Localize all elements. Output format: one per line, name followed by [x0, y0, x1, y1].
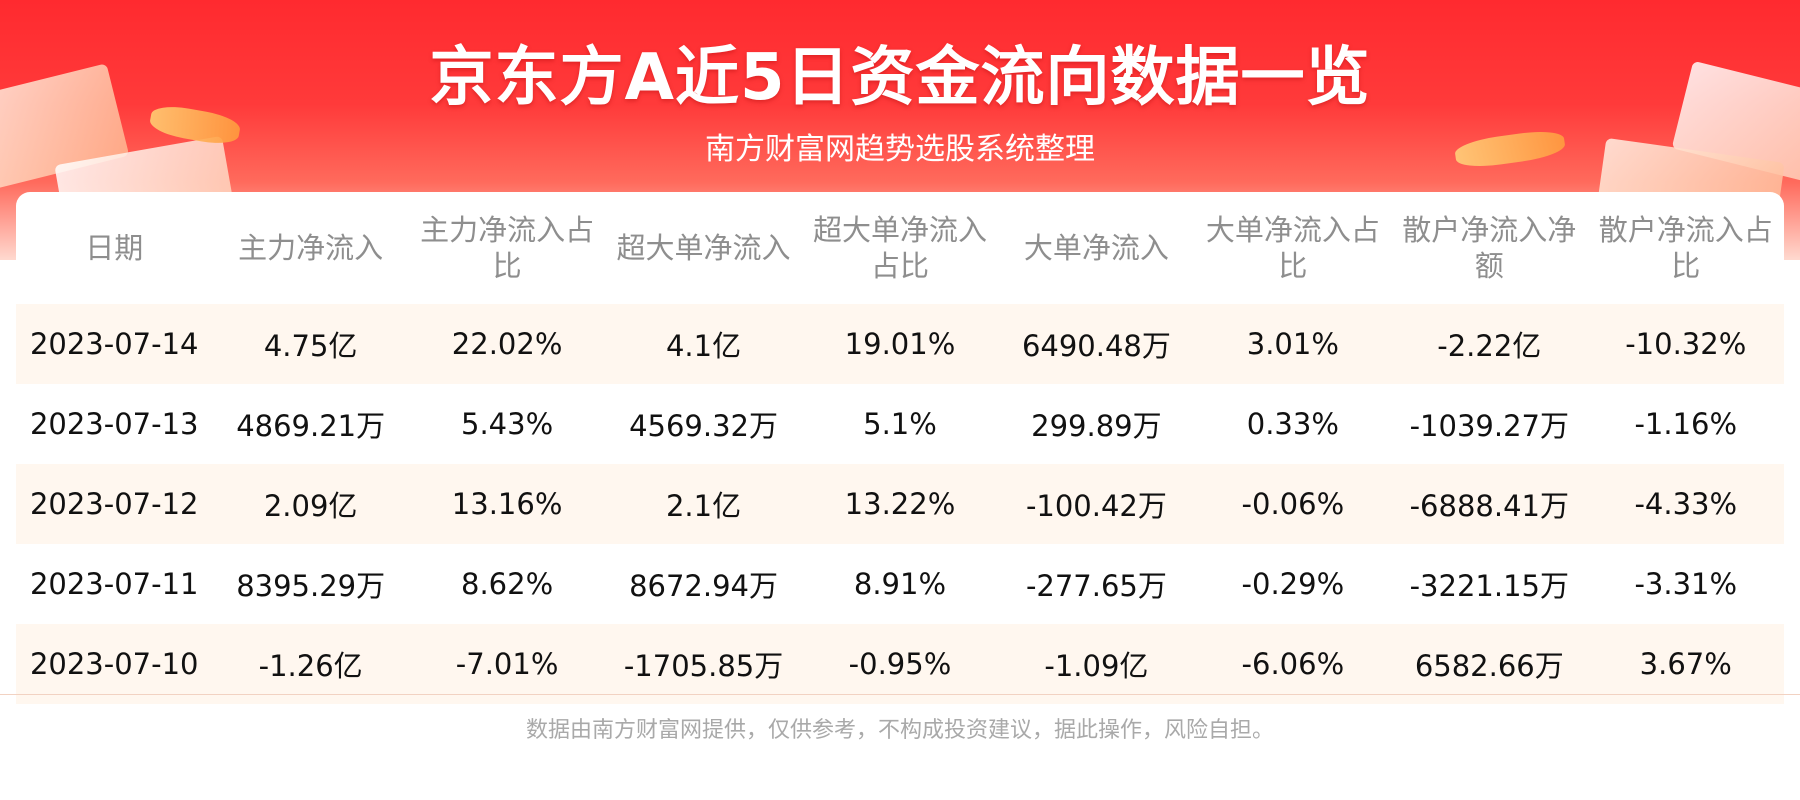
table-cell: 4569.32万 — [605, 384, 802, 464]
column-header-xl-inflow-ratio: 超大单净流入占比 — [812, 213, 987, 283]
table-cell: 2023-07-13 — [16, 384, 213, 464]
table-cell: -0.95% — [801, 624, 999, 704]
table-cell: 22.02% — [408, 304, 606, 384]
table-cell: 299.89万 — [998, 384, 1195, 464]
table-cell: -1.09亿 — [998, 624, 1195, 704]
table-cell: 0.33% — [1194, 384, 1392, 464]
table-cell: -1705.85万 — [605, 624, 802, 704]
table-cell: 2023-07-10 — [16, 624, 213, 704]
table-cell: -0.06% — [1194, 464, 1392, 544]
table-cell: 4.75亿 — [212, 304, 409, 384]
column-header-xl-inflow: 超大单净流入 — [616, 231, 791, 265]
footer-divider — [0, 694, 1800, 695]
table-cell: -3221.15万 — [1391, 544, 1588, 624]
table-cell: 2.1亿 — [605, 464, 802, 544]
table-cell: -6888.41万 — [1391, 464, 1588, 544]
table-cell: -1039.27万 — [1391, 384, 1588, 464]
table-cell: 2023-07-14 — [16, 304, 213, 384]
table-row: 2023-07-14 4.75亿 22.02% 4.1亿 19.01% 6490… — [16, 304, 1784, 384]
page-subtitle: 南方财富网趋势选股系统整理 — [705, 132, 1095, 167]
table-cell: 3.01% — [1194, 304, 1392, 384]
column-header-main-inflow-ratio: 主力净流入占比 — [420, 213, 595, 283]
column-header-retail-inflow: 散户净流入净额 — [1402, 213, 1577, 283]
table-cell: -0.29% — [1194, 544, 1392, 624]
table-cell: 2.09亿 — [212, 464, 409, 544]
disclaimer-text: 数据由南方财富网提供，仅供参考，不构成投资建议，据此操作，风险自担。 — [525, 718, 1274, 743]
table-cell: 8.91% — [801, 544, 999, 624]
table-cell: -10.32% — [1587, 304, 1784, 384]
table-cell: 8.62% — [408, 544, 606, 624]
fund-flow-table: 日期 主力净流入 主力净流入占比 超大单净流入 超大单净流入占比 大单净流入 大… — [16, 192, 1784, 704]
column-header-large-inflow: 大单净流入 — [1023, 231, 1169, 265]
table-cell: 8395.29万 — [212, 544, 409, 624]
column-header-retail-inflow-ratio: 散户净流入占比 — [1598, 213, 1773, 283]
table-cell: 4869.21万 — [212, 384, 409, 464]
table-cell: 13.16% — [408, 464, 606, 544]
table-cell: 2023-07-11 — [16, 544, 213, 624]
table-cell: -1.26亿 — [212, 624, 409, 704]
table-row: 2023-07-10 -1.26亿 -7.01% -1705.85万 -0.95… — [16, 624, 1784, 704]
table-cell: -7.01% — [408, 624, 606, 704]
table-header-row: 日期 主力净流入 主力净流入占比 超大单净流入 超大单净流入占比 大单净流入 大… — [16, 192, 1784, 304]
column-header-date: 日期 — [85, 231, 144, 265]
table-row: 2023-07-11 8395.29万 8.62% 8672.94万 8.91%… — [16, 544, 1784, 624]
table-cell: 6582.66万 — [1391, 624, 1588, 704]
table-cell: 5.43% — [408, 384, 606, 464]
table-cell: -277.65万 — [998, 544, 1195, 624]
table-cell: 8672.94万 — [605, 544, 802, 624]
table-row: 2023-07-13 4869.21万 5.43% 4569.32万 5.1% … — [16, 384, 1784, 464]
table-cell: -2.22亿 — [1391, 304, 1588, 384]
column-header-main-inflow: 主力净流入 — [238, 231, 384, 265]
table-cell: 2023-07-12 — [16, 464, 213, 544]
table-cell: -6.06% — [1194, 624, 1392, 704]
table-cell: -1.16% — [1587, 384, 1784, 464]
table-cell: 4.1亿 — [605, 304, 802, 384]
table-row: 2023-07-12 2.09亿 13.16% 2.1亿 13.22% -100… — [16, 464, 1784, 544]
table-cell: 3.67% — [1587, 624, 1784, 704]
table-cell: -100.42万 — [998, 464, 1195, 544]
table-cell: 13.22% — [801, 464, 999, 544]
page-title: 京东方A近5日资金流向数据一览 — [429, 41, 1371, 115]
table-cell: 5.1% — [801, 384, 999, 464]
table-cell: 6490.48万 — [998, 304, 1195, 384]
table-cell: -3.31% — [1587, 544, 1784, 624]
column-header-large-inflow-ratio: 大单净流入占比 — [1205, 213, 1380, 283]
table-cell: 19.01% — [801, 304, 999, 384]
table-cell: -4.33% — [1587, 464, 1784, 544]
